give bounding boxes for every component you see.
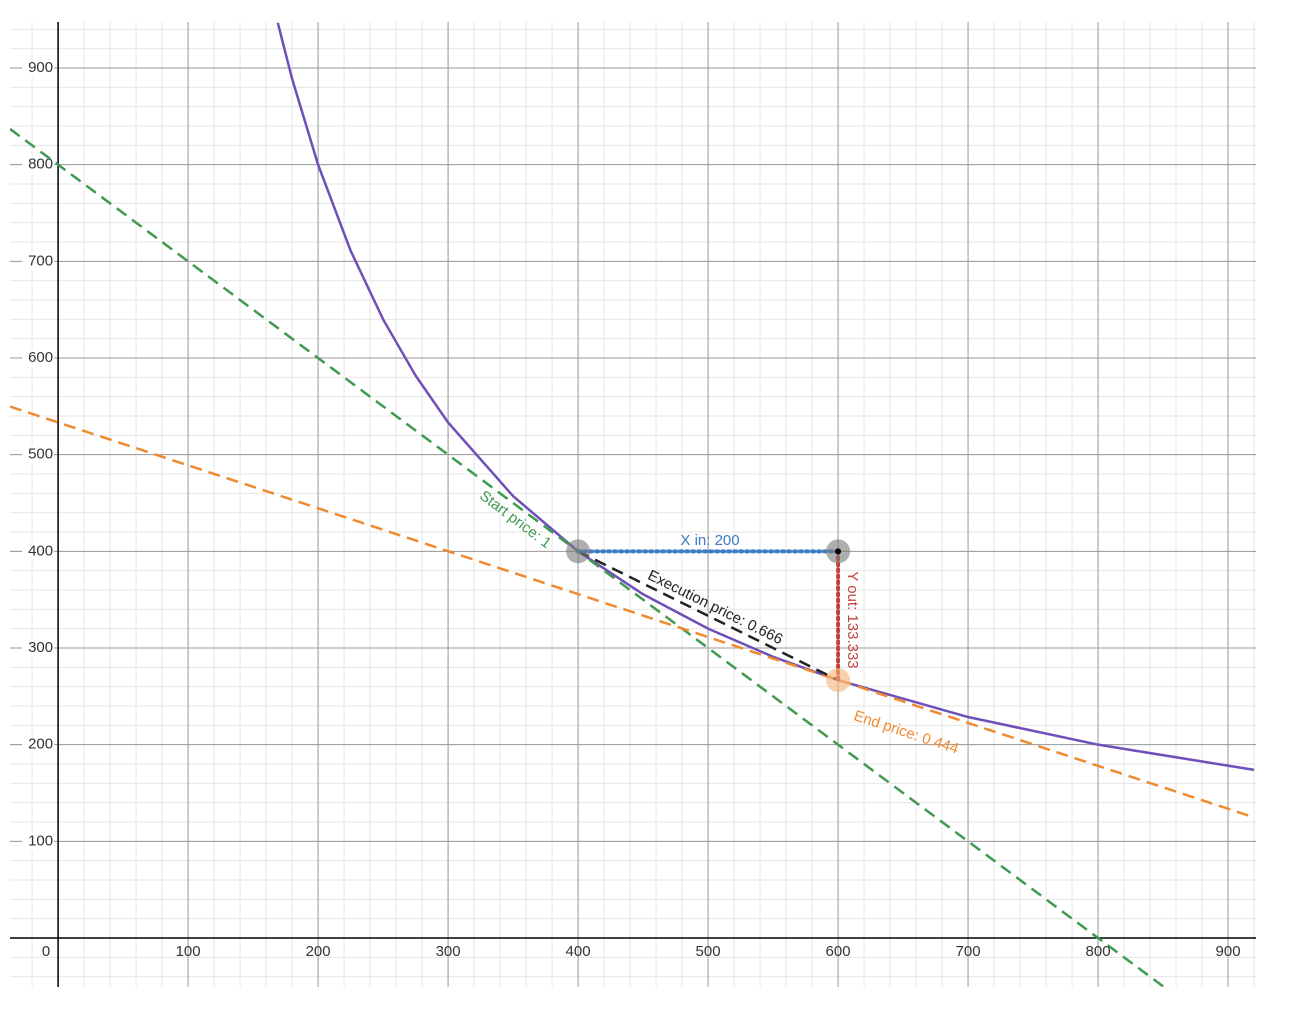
curve-dashed bbox=[577, 550, 839, 682]
x-tick-label: 900 bbox=[1216, 943, 1241, 960]
y-tick-label: 100 bbox=[28, 832, 53, 849]
y-tick-label: 300 bbox=[28, 639, 53, 656]
curve-dashed bbox=[10, 405, 1255, 819]
tick-label-bg bbox=[22, 445, 55, 464]
x-tick-label: 700 bbox=[956, 943, 981, 960]
tick-label-bg bbox=[22, 638, 55, 657]
curve-solid bbox=[276, 22, 1255, 772]
x-tick-label: 600 bbox=[826, 943, 851, 960]
x-tick-label: 400 bbox=[566, 943, 591, 960]
tick-label-bg bbox=[22, 252, 55, 271]
x-tick-label: 800 bbox=[1086, 943, 1111, 960]
point bbox=[566, 539, 591, 564]
x-tick-label: 0 bbox=[42, 943, 50, 960]
tick-label-bg bbox=[22, 832, 55, 851]
y-tick-label: 900 bbox=[28, 59, 53, 76]
annotation: X in: 200 bbox=[680, 532, 739, 549]
y-tick-label: 400 bbox=[28, 542, 53, 559]
tick-label-bg bbox=[22, 155, 55, 174]
plot-area bbox=[10, 22, 1255, 987]
tick-label-bg bbox=[22, 349, 55, 368]
tick-label-bg bbox=[22, 59, 55, 78]
y-tick-label: 200 bbox=[28, 736, 53, 753]
x-tick-label: 100 bbox=[176, 943, 201, 960]
annotation: End price: 0.444 bbox=[852, 707, 961, 757]
y-tick-label: 600 bbox=[28, 349, 53, 366]
point-dot bbox=[835, 548, 842, 555]
y-tick-label: 800 bbox=[28, 156, 53, 173]
curve-dashed bbox=[10, 127, 1167, 987]
x-tick-label: 200 bbox=[306, 943, 331, 960]
grid bbox=[10, 22, 1256, 987]
tick-label-bg bbox=[22, 542, 55, 561]
point bbox=[826, 668, 851, 693]
y-tick-label: 700 bbox=[28, 252, 53, 269]
x-tick-label: 500 bbox=[696, 943, 721, 960]
annotation: Y out: 133.333 bbox=[844, 571, 861, 668]
tick-label-bg bbox=[22, 735, 55, 754]
y-tick-label: 500 bbox=[28, 446, 53, 463]
x-tick-label: 300 bbox=[436, 943, 461, 960]
